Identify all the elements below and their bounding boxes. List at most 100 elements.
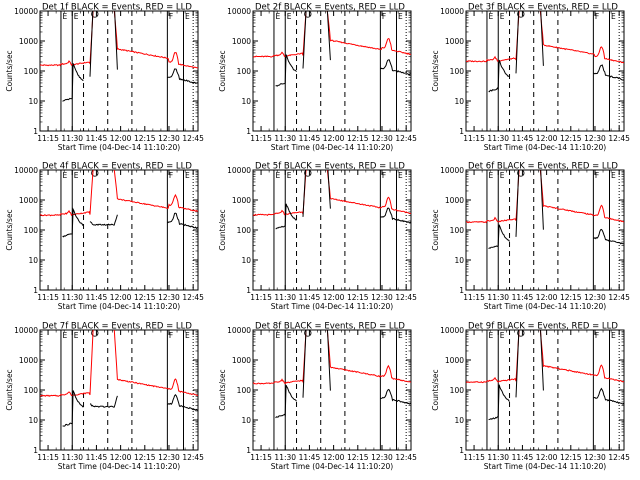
x-axis-label: Start Time (04-Dec-14 11:10:20): [484, 143, 606, 152]
x-axis-label: Start Time (04-Dec-14 11:10:20): [271, 462, 393, 471]
marker-label: E: [500, 12, 505, 21]
y-axis-label: Counts/sec: [431, 209, 440, 250]
panel-title: Det 7f BLACK = Events, RED = LLD: [42, 322, 192, 332]
x-tick-label: 11:45: [512, 134, 534, 143]
x-tick-label: 12:45: [182, 453, 204, 462]
lld-curve-red: [253, 170, 411, 216]
x-tick-label: 12:30: [371, 453, 393, 462]
y-tick-label: 100: [450, 226, 465, 235]
panel-title: Det 5f BLACK = Events, RED = LLD: [255, 162, 405, 172]
marker-label: E: [398, 331, 403, 340]
peak-marker-circle: [91, 329, 99, 337]
x-tick-label: 12:15: [134, 134, 156, 143]
x-tick-label: 12:30: [584, 293, 606, 302]
panel-title: Det 9f BLACK = Events, RED = LLD: [468, 322, 618, 332]
marker-label: E: [287, 171, 292, 180]
marker-label: F: [169, 331, 173, 340]
y-tick-label: 10: [241, 416, 251, 425]
x-tick-label: 12:00: [110, 134, 132, 143]
panel-9: Det 9f BLACK = Events, RED = LLD 1 10 100 10…: [431, 322, 630, 472]
y-tick-label: 1: [33, 446, 38, 455]
events-curve-black: [488, 11, 624, 93]
y-tick-label: 10: [454, 97, 464, 106]
marker-label: E: [398, 171, 403, 180]
panel-title: Det 4f BLACK = Events, RED = LLD: [42, 162, 192, 172]
x-tick-label: 12:00: [536, 134, 558, 143]
panel-title: Det 3f BLACK = Events, RED = LLD: [468, 3, 618, 13]
y-tick-label: 1: [33, 127, 38, 136]
x-tick-label: 11:30: [61, 293, 83, 302]
marker-label: F: [595, 171, 599, 180]
marker-label: E: [62, 12, 67, 21]
x-axis-label: Start Time (04-Dec-14 11:10:20): [271, 302, 393, 311]
marker-label: E: [275, 171, 280, 180]
x-tick-label: 12:45: [608, 453, 630, 462]
plot-frame: [39, 329, 199, 451]
x-tick-label: 12:00: [536, 293, 558, 302]
x-tick-label: 11:30: [487, 134, 509, 143]
x-tick-label: 12:00: [323, 293, 345, 302]
marker-label: F: [382, 171, 386, 180]
y-tick-label: 100: [237, 67, 252, 76]
x-tick-label: 12:15: [560, 453, 582, 462]
x-tick-label: 12:15: [134, 453, 156, 462]
events-curve-black: [275, 170, 411, 230]
y-tick-label: 1000: [19, 37, 38, 46]
panel-title: Det 6f BLACK = Events, RED = LLD: [468, 162, 618, 172]
y-axis-label: Counts/sec: [5, 369, 14, 410]
marker-label: E: [488, 12, 493, 21]
peak-marker-circle: [304, 329, 312, 337]
panel-5: Det 5f BLACK = Events, RED = LLD 1 10 100 10…: [218, 162, 417, 312]
x-tick-label: 12:15: [560, 293, 582, 302]
x-tick-label: 12:00: [110, 453, 132, 462]
x-tick-label: 11:45: [86, 293, 108, 302]
y-tick-label: 10000: [227, 7, 251, 16]
x-tick-label: 12:45: [395, 134, 417, 143]
x-tick-label: 12:30: [371, 134, 393, 143]
x-tick-label: 11:30: [487, 453, 509, 462]
x-tick-label: 11:30: [61, 134, 83, 143]
y-axis-label: Counts/sec: [5, 50, 14, 91]
plot-frame: [39, 169, 199, 291]
lld-curve-red: [253, 11, 411, 58]
x-tick-label: 12:45: [608, 134, 630, 143]
panel-8: Det 8f BLACK = Events, RED = LLD 1 10 100 10…: [218, 322, 417, 472]
panel-1: Det 1f BLACK = Events, RED = LLD 1 10 100 10…: [5, 3, 204, 153]
y-axis-label: Counts/sec: [431, 50, 440, 91]
plot-frame: [252, 169, 412, 291]
marker-label: E: [185, 171, 190, 180]
peak-marker-circle: [517, 329, 525, 337]
y-tick-label: 1000: [445, 37, 464, 46]
y-tick-label: 10000: [440, 7, 464, 16]
marker-label: E: [287, 12, 292, 21]
plot-frame: [465, 10, 625, 132]
y-tick-label: 10: [28, 256, 38, 265]
x-tick-label: 12:30: [584, 453, 606, 462]
y-tick-label: 10: [28, 416, 38, 425]
x-tick-label: 12:15: [134, 293, 156, 302]
events-curve-black: [62, 11, 198, 102]
x-tick-label: 12:45: [182, 134, 204, 143]
x-axis-label: Start Time (04-Dec-14 11:10:20): [58, 462, 180, 471]
y-tick-label: 100: [237, 226, 252, 235]
x-tick-label: 11:15: [250, 453, 272, 462]
x-tick-label: 11:45: [86, 453, 108, 462]
marker-label: E: [500, 331, 505, 340]
peak-marker-circle: [304, 169, 312, 177]
events-curve-black: [275, 11, 411, 87]
events-curve-black: [62, 207, 198, 238]
x-tick-label: 11:15: [463, 293, 485, 302]
y-tick-label: 1000: [232, 196, 251, 205]
y-axis-label: Counts/sec: [5, 209, 14, 250]
x-tick-label: 11:15: [463, 134, 485, 143]
x-tick-label: 11:15: [37, 453, 59, 462]
marker-label: E: [275, 331, 280, 340]
marker-label: E: [500, 171, 505, 180]
marker-label: E: [611, 171, 616, 180]
x-axis-label: Start Time (04-Dec-14 11:10:20): [484, 302, 606, 311]
marker-label: E: [611, 12, 616, 21]
x-tick-label: 12:15: [560, 134, 582, 143]
x-tick-label: 12:45: [608, 293, 630, 302]
x-tick-label: 11:45: [86, 134, 108, 143]
panel-3: Det 3f BLACK = Events, RED = LLD 1 10 100 10…: [431, 3, 630, 153]
